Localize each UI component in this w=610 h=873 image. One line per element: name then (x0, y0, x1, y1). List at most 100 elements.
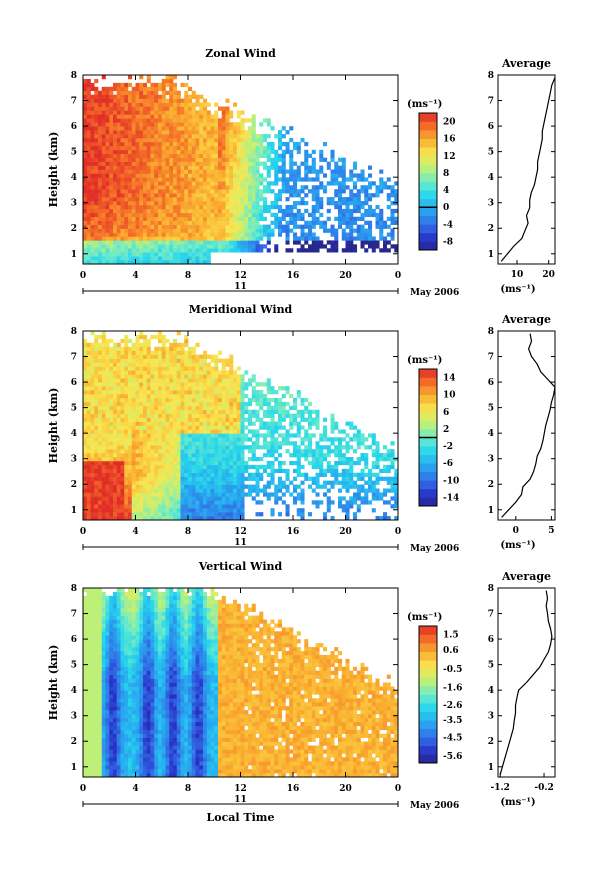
heatmap-cell (158, 366, 163, 371)
heatmap-cell (311, 460, 316, 466)
heatmap-cell (304, 165, 309, 170)
heatmap-cell (180, 157, 185, 162)
heatmap-cell (124, 464, 129, 470)
heatmap-cell (293, 224, 298, 229)
heatmap-cell (120, 508, 125, 513)
heatmap-cell (128, 244, 133, 249)
heatmap-cell (206, 134, 211, 139)
heatmap-cell (221, 445, 226, 450)
heatmap-cell (128, 382, 133, 387)
heatmap-cell (113, 401, 118, 407)
heatmap-cell (214, 216, 219, 221)
heatmap-cell (266, 141, 271, 147)
heatmap-cell (184, 102, 189, 107)
heatmap-cell (225, 401, 230, 407)
heatmap-cell (199, 228, 204, 233)
heatmap-cell (131, 504, 136, 509)
heatmap-cell (109, 134, 114, 139)
heatmap-cell (109, 366, 114, 371)
heatmap-cell (143, 220, 148, 225)
heatmap-cell (173, 161, 178, 166)
heatmap-cell (206, 441, 211, 446)
heatmap-cell (83, 161, 88, 166)
heatmap-cell (109, 413, 114, 418)
heatmap-cell (349, 236, 354, 241)
heatmap-cell (236, 508, 241, 513)
heatmap-cell (158, 228, 163, 233)
heatmap-cell (191, 425, 196, 430)
heatmap-cell (259, 138, 264, 143)
heatmap-cell (180, 512, 185, 517)
heatmap-cell (274, 161, 279, 166)
heatmap-cell (101, 468, 106, 474)
heatmap-cell (266, 169, 271, 174)
heatmap-cell (154, 216, 159, 221)
heatmap-cell (98, 342, 103, 348)
heatmap-cell (176, 390, 181, 395)
heatmap-cell (94, 437, 99, 442)
heatmap-cell (169, 468, 174, 474)
heatmap-cell (86, 216, 91, 221)
heatmap-cell (113, 153, 118, 158)
heatmap-cell (173, 122, 178, 127)
heatmap-cell (139, 401, 144, 407)
heatmap-cell (109, 386, 114, 391)
heatmap-cell (139, 75, 144, 80)
heatmap-cell (158, 181, 163, 186)
heatmap-cell (135, 114, 140, 119)
heatmap-cell (154, 145, 159, 151)
heatmap-cell (266, 118, 271, 123)
heatmap-cell (236, 208, 241, 214)
heatmap-cell (128, 433, 133, 438)
heatmap-cell (188, 488, 193, 493)
heatmap-cell (105, 464, 110, 470)
heatmap-cell (180, 110, 185, 115)
heatmap-cell (218, 476, 223, 481)
heatmap-cell (131, 193, 136, 198)
heatmap-cell (120, 122, 125, 127)
heatmap-cell (116, 260, 121, 265)
heatmap-cell (221, 409, 226, 414)
heatmap-cell (218, 145, 223, 151)
heatmap-cell (94, 516, 99, 521)
heatmap-cell (180, 173, 185, 178)
heatmap-cell (304, 236, 309, 241)
heatmap-cell (188, 370, 193, 375)
heatmap-cell (139, 512, 144, 517)
heatmap-cell (98, 193, 103, 198)
heatmap-cell (180, 350, 185, 355)
heatmap-cell (248, 169, 253, 174)
heatmap-cell (195, 193, 200, 198)
heatmap-cell (116, 197, 121, 202)
heatmap-cell (146, 145, 151, 151)
heatmap-cell (281, 492, 286, 497)
heatmap-cell (154, 413, 159, 418)
heatmap-cell (176, 216, 181, 221)
heatmap-cell (128, 236, 133, 241)
heatmap-cell (210, 472, 215, 477)
heatmap-cell (240, 236, 245, 241)
heatmap-cell (146, 90, 151, 95)
heatmap-cell (199, 413, 204, 418)
heatmap-cell (233, 394, 238, 399)
heatmap-cell (199, 433, 204, 438)
heatmap-cell (255, 138, 260, 143)
heatmap-cell (124, 350, 129, 355)
heatmap-cell (184, 484, 189, 489)
heatmap-cell (184, 334, 189, 340)
heatmap-cell (158, 370, 163, 375)
heatmap-cell (135, 149, 140, 155)
heatmap-cell (184, 366, 189, 371)
heatmap-cell (263, 161, 268, 166)
heatmap-cell (90, 181, 95, 186)
heatmap-cell (214, 378, 219, 383)
heatmap-cell (255, 248, 260, 253)
heatmap-cell (199, 504, 204, 509)
heatmap-cell (191, 386, 196, 391)
heatmap-cell (236, 441, 241, 446)
heatmap-cell (180, 386, 185, 391)
heatmap-cell (176, 173, 181, 178)
heatmap-cell (184, 401, 189, 407)
heatmap-cell (210, 496, 215, 501)
heatmap-cell (304, 157, 309, 162)
